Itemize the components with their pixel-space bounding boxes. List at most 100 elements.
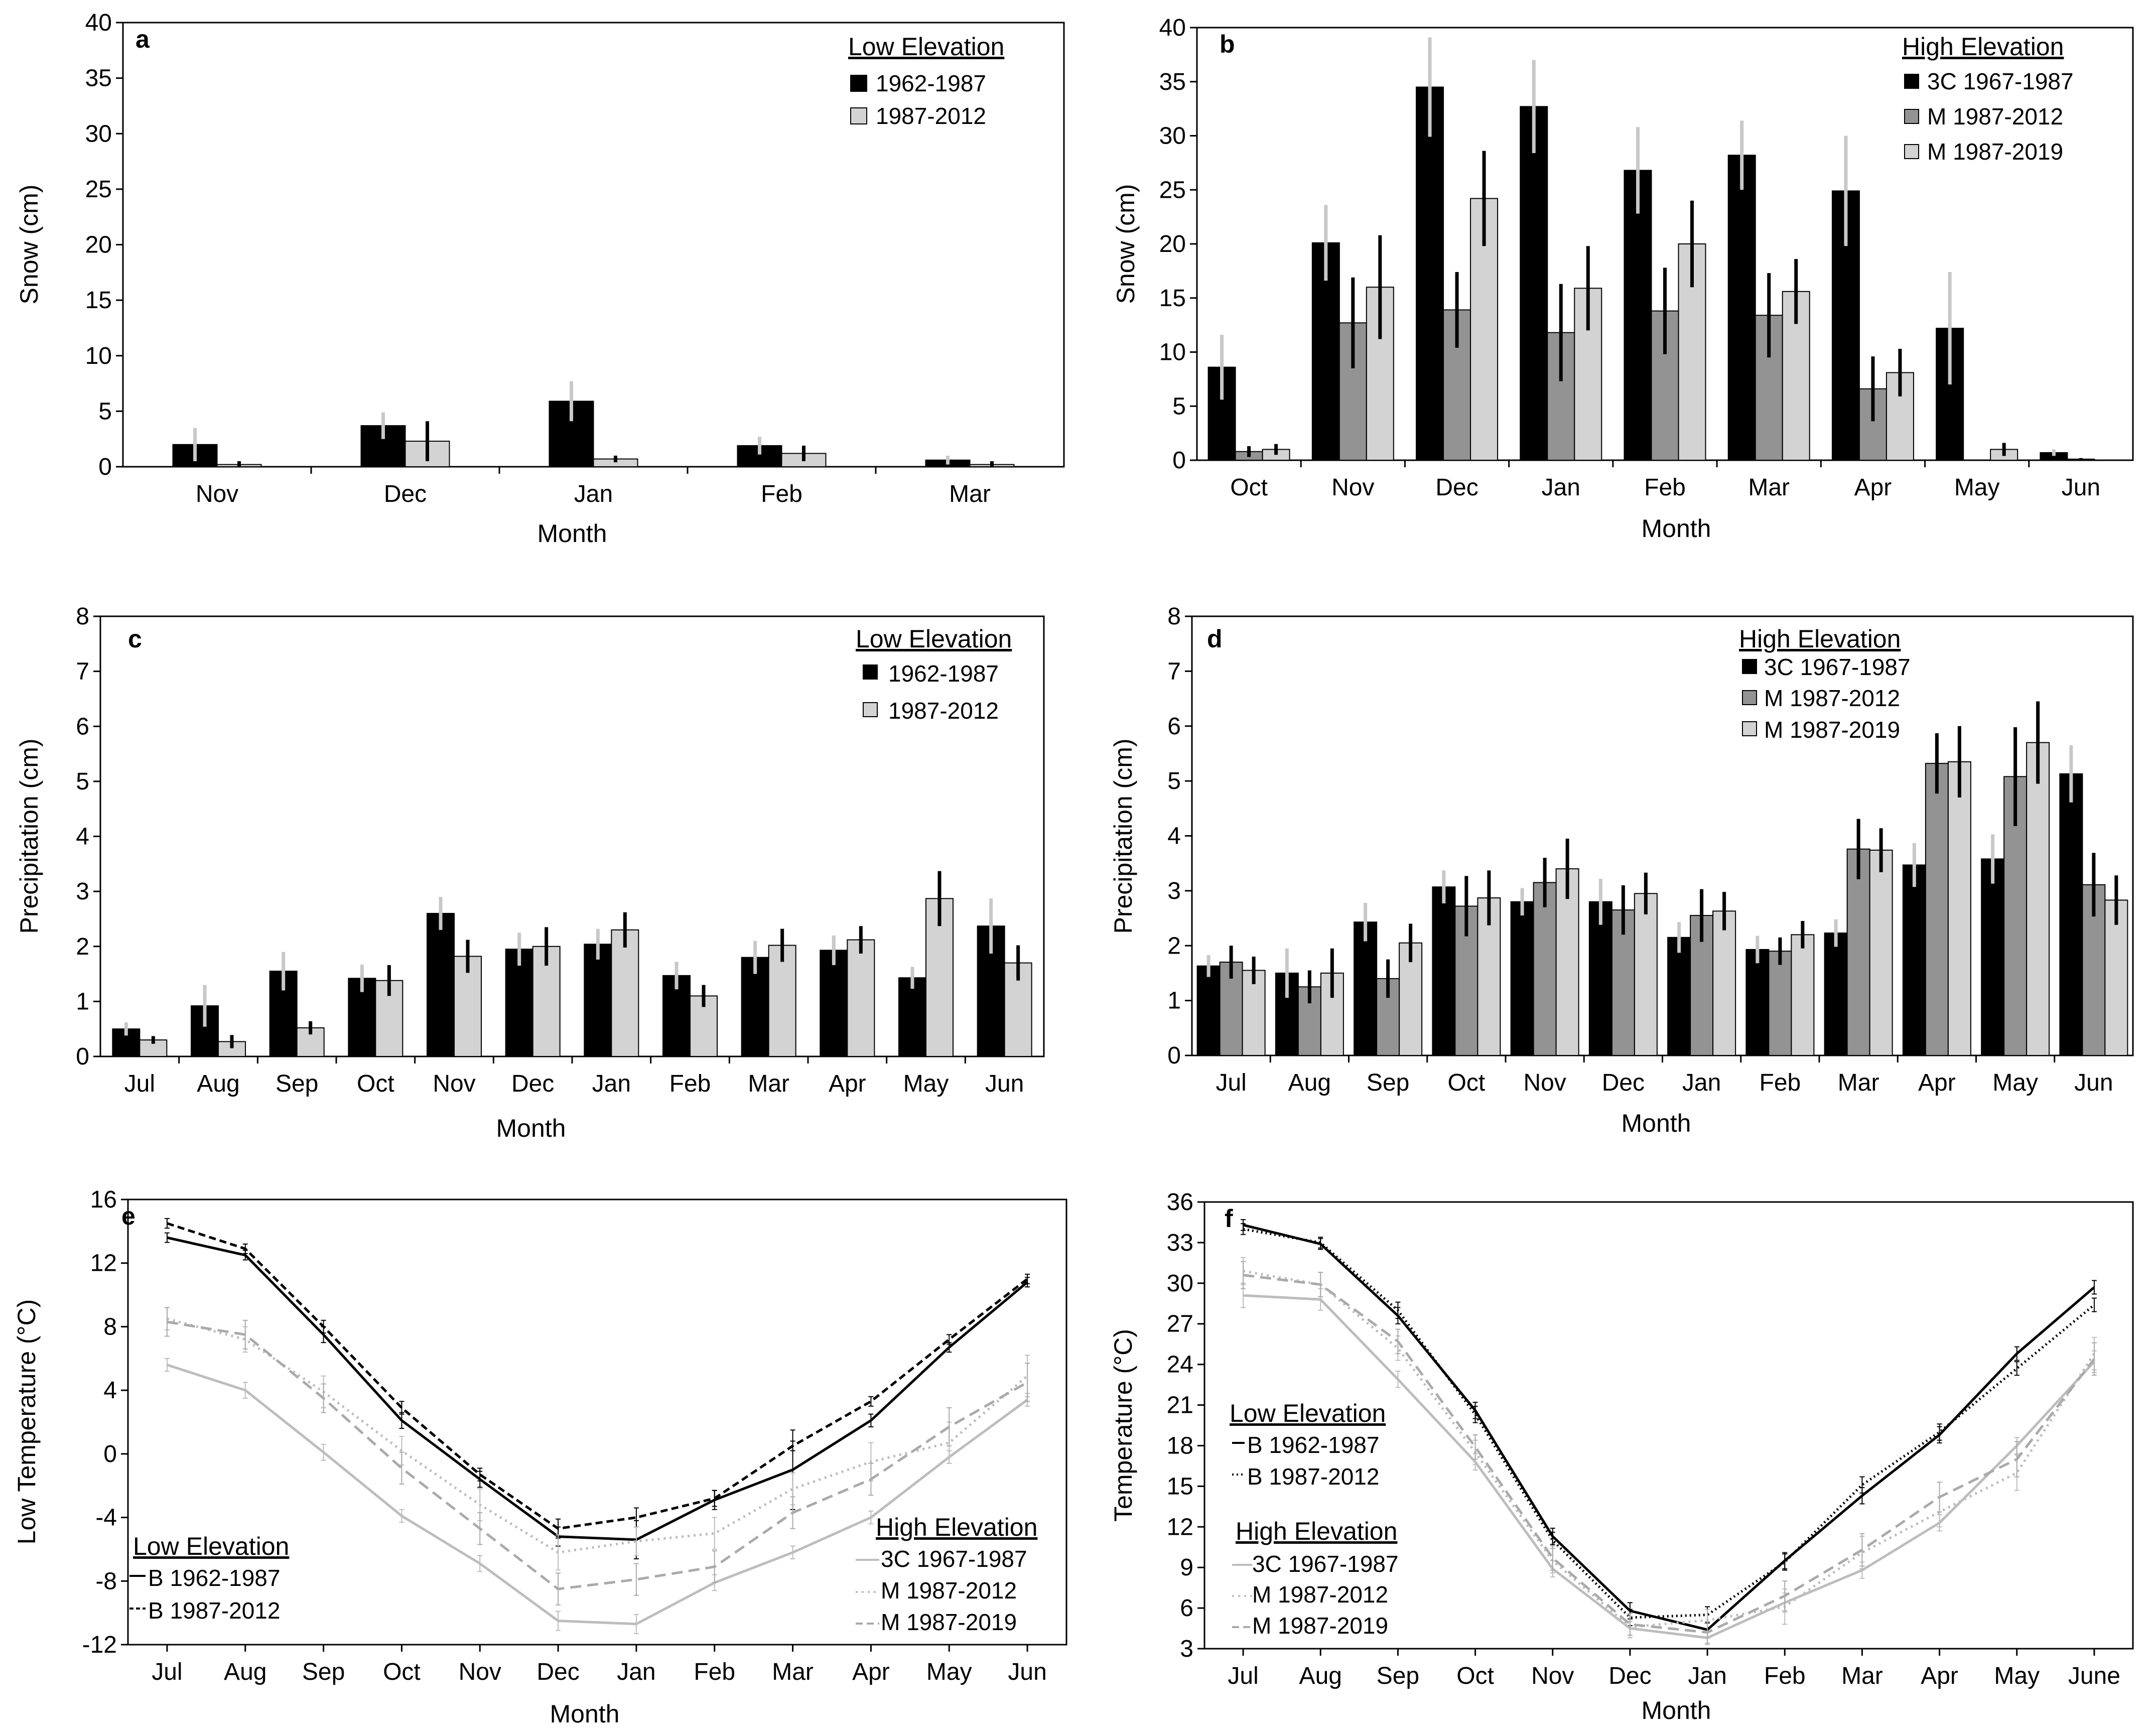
panel-f-ytick-label: 9 <box>1180 1554 1193 1581</box>
panel-a-ytick-label: 10 <box>85 343 112 369</box>
panel-d-letter: d <box>1207 625 1223 653</box>
panel-b-xtick-label: May <box>1954 474 2000 501</box>
panel-d-bar <box>1925 763 1949 1056</box>
panel-c-bar <box>977 925 1005 1057</box>
panel-d-xtick-label: Oct <box>1448 1070 1486 1096</box>
panel-d-legend-title: High Elevation <box>1739 625 1901 653</box>
panel-e-ytick-label: 12 <box>90 1250 117 1277</box>
panel-f-xtick-label: June <box>2068 1663 2120 1689</box>
panel-d-x-title: Month <box>1622 1109 1691 1137</box>
panel-b-legend-swatch-2 <box>1904 109 1919 124</box>
panel-e-xtick-label: Mar <box>772 1659 814 1685</box>
panel-c-bar <box>820 950 848 1057</box>
panel-a-x-title: Month <box>537 519 607 548</box>
panel-c-bar <box>847 939 875 1057</box>
panel-d-bar <box>1947 761 1971 1056</box>
panel-a-y-ticks: 0 5 10 15 20 25 30 35 40 <box>85 10 123 480</box>
panel-f-legend-high-title: High Elevation <box>1236 1517 1397 1545</box>
panel-d-bar <box>1510 901 1534 1056</box>
panel-d-legend-swatch-3 <box>1742 721 1757 736</box>
panel-d-ytick-label: 6 <box>1167 713 1181 740</box>
panel-b-letter: b <box>1220 30 1235 58</box>
panel-c-bar <box>898 977 926 1057</box>
panel-c-precip-low: 0 1 2 3 4 5 6 7 8 Jul Aug Sep Oct Nov Dec Jan Feb Mar Apr… <box>15 603 1045 1142</box>
panel-b-xtick-label: Dec <box>1435 474 1478 501</box>
panel-b-legend-label-2: M 1987-2012 <box>1927 103 2063 129</box>
panel-c-xtick-label: Dec <box>511 1071 554 1097</box>
panel-f-ytick-label: 3 <box>1180 1636 1193 1662</box>
panel-b-y-ticks: 0 5 10 15 20 25 30 35 40 <box>1159 15 1197 474</box>
panel-e-legend-low-title: Low Elevation <box>133 1532 289 1560</box>
panel-f-ytick-label: 33 <box>1167 1230 1193 1256</box>
panel-f-legend-low-title: Low Elevation <box>1230 1399 1386 1427</box>
panel-b-legend: High Elevation 3C 1967-1987 M 1987-2012 … <box>1902 33 2074 165</box>
panel-d-ytick-label: 8 <box>1167 603 1181 630</box>
panel-d-xtick-label: Dec <box>1602 1070 1645 1096</box>
panel-b-xtick-label: Oct <box>1230 474 1268 501</box>
panel-d-bar <box>1902 864 1926 1056</box>
panel-c-bar <box>505 949 533 1057</box>
panel-f-ytick-label: 30 <box>1167 1270 1193 1297</box>
panel-c-xtick-label: Sep <box>276 1071 318 1097</box>
panel-d-bar <box>1981 858 2005 1056</box>
panel-c-bar <box>768 945 796 1057</box>
panel-d-bar <box>1824 932 1848 1056</box>
panel-d-x-labels: Jul Aug Sep Oct Nov Dec Jan Feb Mar Apr May Jun <box>1216 1055 2113 1096</box>
panel-f-letter: f <box>1225 1205 1233 1233</box>
panel-c-xtick-label: Jan <box>592 1071 631 1097</box>
panel-c-x-title: Month <box>496 1114 566 1142</box>
panel-b-x-labels: Oct Nov Dec Jan Feb Mar Apr May Jun <box>1230 460 2100 501</box>
panel-e-xtick-label: Oct <box>383 1659 421 1685</box>
panel-f-xtick-label: Mar <box>1841 1663 1883 1689</box>
panel-c-bar <box>611 929 639 1057</box>
panel-b-y-title: Snow (cm) <box>1112 184 1140 304</box>
panel-b-ytick-label: 20 <box>1159 231 1186 257</box>
panel-d-bar <box>1791 934 1815 1056</box>
panel-e-series-line <box>167 1320 1028 1590</box>
panel-a-xtick-label: Nov <box>196 481 238 507</box>
panel-b-ytick-label: 30 <box>1159 123 1186 150</box>
panel-d-bar <box>2026 742 2050 1056</box>
panel-d-bar <box>1634 893 1658 1056</box>
panel-e-legend-high-label-1: 3C 1967-1987 <box>881 1546 1027 1572</box>
panel-f-xtick-label: Nov <box>1531 1663 1574 1689</box>
panel-a-legend-swatch-2 <box>850 107 867 124</box>
panel-e-x-labels: Jul Aug Sep Oct Nov Dec Jan Feb Mar Apr May Jun <box>152 1645 1047 1685</box>
panel-a-ytick-label: 30 <box>85 120 112 147</box>
panel-a-y-title: Snow (cm) <box>15 185 43 305</box>
panel-e-legend-high: High Elevation 3C 1967-1987 M 1987-2012 … <box>856 1513 1037 1635</box>
panel-b-legend-swatch-1 <box>1904 74 1919 89</box>
panel-d-legend-label-1: 3C 1967-1987 <box>1764 654 1911 680</box>
panel-c-xtick-label: Apr <box>829 1071 866 1097</box>
panel-a-letter: a <box>136 25 150 53</box>
panel-f-ytick-label: 12 <box>1167 1514 1193 1540</box>
panel-e-xtick-label: Jul <box>152 1659 182 1685</box>
panel-d-xtick-label: Apr <box>1918 1070 1956 1096</box>
panel-d-legend-label-3: M 1987-2019 <box>1764 717 1900 743</box>
panel-d-bar <box>1588 901 1612 1056</box>
panel-e-low-temperature: -12 -8 -4 0 4 8 12 16 Jul Aug Sep Oct Nov Dec Jan Feb M… <box>13 1186 1067 1728</box>
panel-d-precip-high: 0 1 2 3 4 5 6 7 8 Jul Aug Sep Oct Nov Dec Jan Feb Mar Apr… <box>1109 603 2134 1137</box>
panel-e-ytick-label: 4 <box>103 1377 117 1404</box>
panel-e-series-line <box>167 1364 1028 1626</box>
panel-b-ytick-label: 35 <box>1159 69 1186 95</box>
panel-d-bar <box>1768 951 1792 1056</box>
panel-d-ytick-label: 2 <box>1167 932 1181 959</box>
panel-b-legend-label-1: 3C 1967-1987 <box>1927 68 2074 94</box>
panel-d-bar <box>1354 921 1378 1056</box>
panel-a-bar <box>549 400 594 468</box>
panel-f-legend-high-label-2: M 1987-2012 <box>1252 1581 1388 1608</box>
panel-d-ytick-label: 7 <box>1167 658 1181 685</box>
panel-b-bar <box>1520 106 1548 461</box>
panel-d-legend-label-2: M 1987-2012 <box>1764 685 1900 711</box>
panel-c-xtick-label: Mar <box>748 1071 789 1097</box>
panel-b-bar <box>1624 170 1652 461</box>
panel-d-bar <box>1242 970 1266 1056</box>
panel-a-snow-low: 0 5 10 15 20 25 30 35 40 Nov Dec Jan Feb Mar a Snow … <box>15 10 1065 548</box>
panel-e-xtick-label: Sep <box>302 1659 345 1685</box>
panel-d-xtick-label: Mar <box>1838 1070 1879 1096</box>
panel-d-bar <box>1196 965 1221 1056</box>
panel-e-ytick-label: 8 <box>103 1313 117 1340</box>
panel-d-bar <box>2059 773 2083 1056</box>
